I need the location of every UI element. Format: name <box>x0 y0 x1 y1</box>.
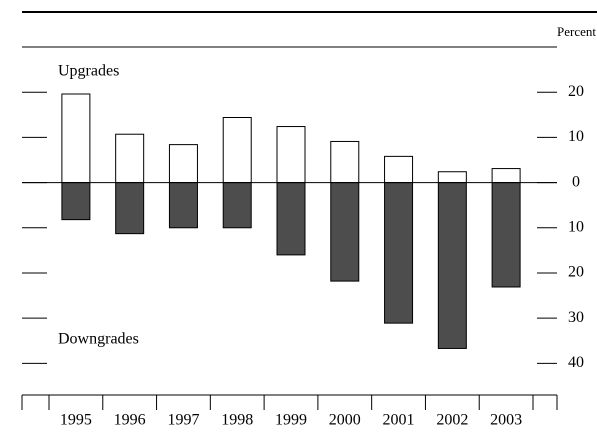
x-tick-label: 2001 <box>383 412 415 429</box>
bar <box>61 93 91 184</box>
bar <box>437 182 467 349</box>
bar <box>491 168 521 184</box>
y-tick-label: 0 <box>572 173 580 190</box>
x-tick-label: 1998 <box>221 412 253 429</box>
bar <box>330 140 360 184</box>
y-axis-label: Percent <box>557 24 596 39</box>
bar <box>491 182 521 288</box>
x-tick-label: 1995 <box>60 412 92 429</box>
bar <box>384 155 414 184</box>
series-label: Downgrades <box>58 331 139 348</box>
x-tick-label: 2000 <box>329 412 361 429</box>
x-tick-label: 1997 <box>167 412 199 429</box>
y-tick-label: 30 <box>568 309 584 326</box>
x-tick-label: 1999 <box>275 412 307 429</box>
bar <box>437 171 467 184</box>
bar <box>61 182 91 221</box>
bar <box>115 133 145 184</box>
bar <box>330 182 360 282</box>
bar <box>168 144 198 184</box>
bar <box>276 182 306 256</box>
bar <box>168 182 198 229</box>
bar <box>222 117 252 184</box>
y-tick-label: 10 <box>568 128 584 145</box>
x-tick-label: 2003 <box>490 412 522 429</box>
y-tick-label: 40 <box>568 354 584 371</box>
bar <box>276 126 306 184</box>
x-tick-label: 1996 <box>114 412 146 429</box>
bar <box>115 182 145 235</box>
y-tick-label: 20 <box>568 264 584 281</box>
y-tick-label: 20 <box>568 83 584 100</box>
bar <box>222 182 252 229</box>
y-tick-label: 10 <box>568 218 584 235</box>
series-label: Upgrades <box>58 63 119 80</box>
bar <box>384 182 414 324</box>
x-tick-label: 2002 <box>436 412 468 429</box>
